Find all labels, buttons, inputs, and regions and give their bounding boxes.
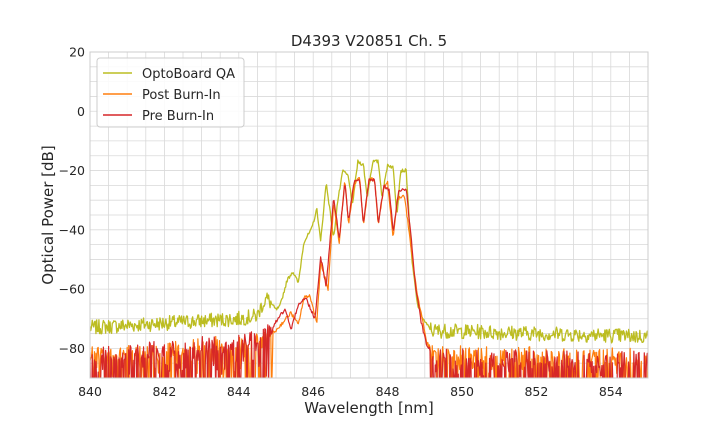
legend[interactable]: OptoBoard QA Post Burn-In Pre Burn-In — [96, 57, 245, 128]
y-tick-label: 0 — [77, 104, 85, 119]
chart-title: D4393 V20851 Ch. 5 — [291, 32, 447, 50]
x-tick-label: 852 — [524, 384, 548, 399]
plot-frame — [89, 51, 649, 379]
y-tick-label: −40 — [59, 222, 85, 237]
legend-box — [96, 57, 245, 128]
x-tick-label: 848 — [376, 384, 400, 399]
y-axis: −80 −60 −40 −20 0 20 — [59, 45, 85, 356]
x-tick-label: 850 — [450, 384, 474, 399]
legend-label: Pre Burn-In — [142, 109, 214, 124]
x-tick-label: 840 — [78, 384, 102, 399]
x-axis: 840 842 844 846 848 850 852 854 — [78, 384, 623, 399]
x-tick-label: 844 — [227, 384, 251, 399]
y-tick-label: −80 — [59, 341, 85, 356]
series-line-optoboard-qa — [90, 159, 648, 344]
y-axis-label: Optical Power [dB] — [39, 145, 57, 284]
y-tick-label: −20 — [59, 163, 85, 178]
legend-label: Post Burn-In — [142, 88, 221, 103]
y-tick-label: 20 — [69, 45, 85, 60]
legend-label: OptoBoard QA — [142, 67, 235, 82]
plot-area — [90, 159, 648, 378]
x-tick-label: 846 — [301, 384, 325, 399]
x-tick-label: 854 — [599, 384, 623, 399]
x-tick-label: 842 — [152, 384, 176, 399]
x-axis-label: Wavelength [nm] — [304, 399, 434, 417]
series-line-pre-burn-in — [90, 178, 648, 378]
y-tick-label: −60 — [59, 282, 85, 297]
